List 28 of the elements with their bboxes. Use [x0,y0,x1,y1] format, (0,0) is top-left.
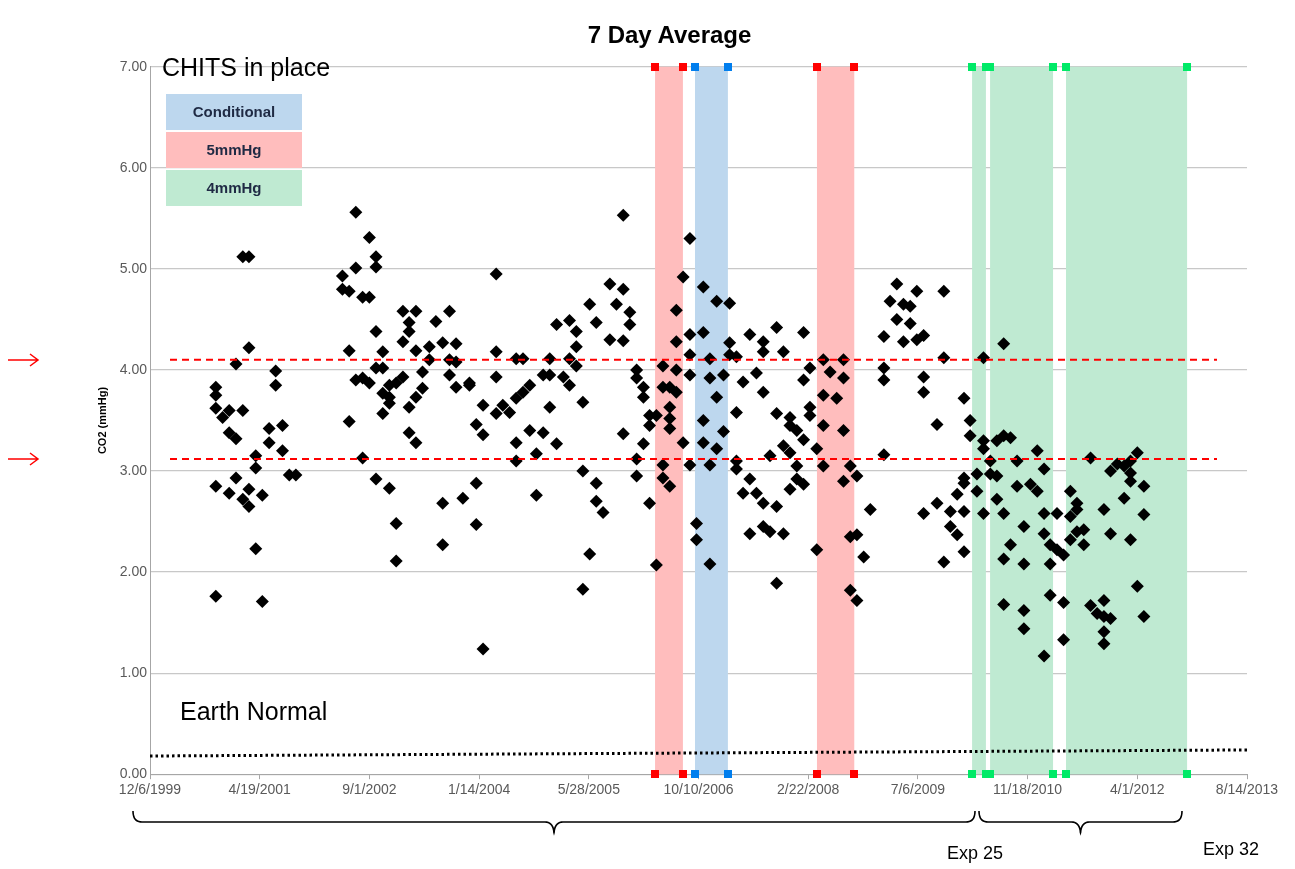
y-tick-label: 0.00 [119,765,148,782]
text: Exp 25 [946,842,1004,863]
series-label: Earth Normal [180,697,328,726]
x-tick-label: 4/1/2012 [1110,781,1165,798]
key-box: 4mmHg [166,169,302,206]
y-tick-label: 1.00 [119,664,148,680]
text: Exp 32 [1202,838,1260,859]
x-tick-label: 7/6/2009 [890,781,946,798]
y-tick-label: 2.00 [119,562,148,579]
x-tick-label: 5/28/2005 [557,781,621,798]
y-axis-title: CO2 (mmHg) [95,386,108,455]
x-tick-label: 12/6/1999 [118,781,182,798]
x-tick-label: 2/22/2008 [777,781,840,798]
x-tick-label: 1/14/2004 [447,781,511,798]
y-tick-label: 5.00 [119,259,148,276]
x-tick-label: 10/10/2006 [663,781,734,798]
key-box: Conditional [166,93,302,130]
y-tick-label: 3.00 [119,461,148,478]
x-tick-label: 8/14/2013 [1215,781,1279,798]
annotation: CHITS in place [162,52,331,81]
chart-title: 7 Day Average [587,21,752,49]
y-tick-label: 4.00 [119,360,148,377]
y-tick-label: 6.00 [119,158,148,175]
x-tick-label: 11/18/2010 [993,781,1063,798]
key-box: 5mmHg [166,131,302,168]
x-tick-label: 4/19/2001 [228,781,292,798]
y-tick-label: 7.00 [119,57,148,74]
x-tick-label: 9/1/2002 [342,781,397,798]
